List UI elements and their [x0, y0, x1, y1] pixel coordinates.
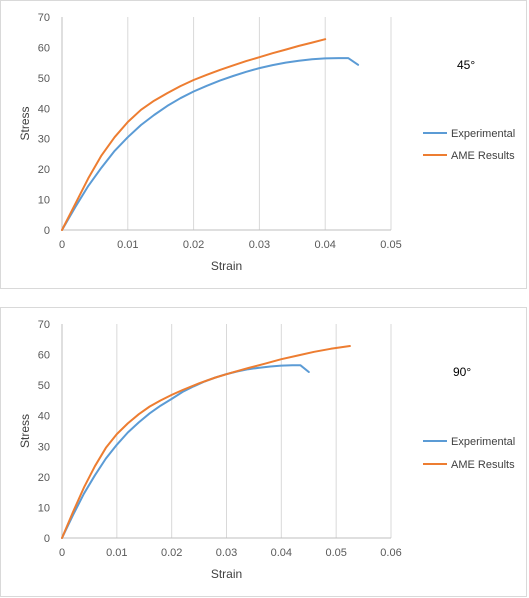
y-tick-label: 30	[38, 441, 50, 453]
x-tick-label: 0.04	[271, 547, 292, 559]
angle-annotation: 90°	[453, 365, 471, 379]
x-tick-label: 0.04	[314, 239, 335, 251]
angle-annotation: 45°	[457, 58, 475, 72]
legend-label-experimental: Experimental	[451, 128, 515, 140]
legend-label-ame: AME Results	[451, 150, 515, 162]
y-tick-label: 60	[38, 42, 50, 54]
x-tick-label: 0.03	[249, 239, 270, 251]
legend-label-experimental: Experimental	[451, 436, 515, 448]
series-line-ame	[61, 38, 327, 231]
x-tick-label: 0.06	[380, 547, 401, 559]
x-axis-title: Strain	[211, 259, 242, 273]
y-tick-label: 60	[38, 350, 50, 362]
y-tick-label: 10	[38, 195, 50, 207]
y-tick-label: 20	[38, 164, 50, 176]
y-tick-label: 50	[38, 73, 50, 85]
y-tick-label: 30	[38, 134, 50, 146]
y-axis-title: Stress	[18, 414, 32, 448]
x-tick-label: 0	[59, 239, 65, 251]
x-tick-label: 0.02	[183, 239, 204, 251]
y-tick-label: 20	[38, 472, 50, 484]
y-tick-label: 40	[38, 103, 50, 115]
x-axis-title: Strain	[211, 567, 242, 581]
y-tick-label: 0	[44, 533, 50, 545]
y-tick-label: 10	[38, 502, 50, 514]
series-line-experimental	[61, 57, 360, 231]
legend-label-ame: AME Results	[451, 459, 515, 471]
y-tick-label: 70	[38, 319, 50, 331]
y-tick-label: 50	[38, 380, 50, 392]
x-tick-label: 0.03	[216, 547, 237, 559]
y-tick-label: 0	[44, 225, 50, 237]
x-tick-label: 0.01	[117, 239, 138, 251]
chart-45-svg: 0 10 20 30 40 50 60 70 0 0.01 0.02 0.03 0.04 0.05 Stra…	[18, 12, 515, 273]
chart-panel-45: 0 10 20 30 40 50 60 70 0 0.01 0.02 0.03 0.04 0.05 Stra…	[0, 0, 527, 289]
chart-panel-90: 0 10 20 30 40 50 60 70 0 0.01 0.02 0.03 0.04 0.05 0.06…	[0, 307, 527, 597]
x-tick-label: 0.05	[325, 547, 346, 559]
series-line-ame	[61, 345, 351, 539]
x-tick-label: 0.01	[106, 547, 127, 559]
y-axis-title: Stress	[18, 106, 32, 140]
x-tick-label: 0	[59, 547, 65, 559]
y-tick-label: 40	[38, 411, 50, 423]
chart-90-svg: 0 10 20 30 40 50 60 70 0 0.01 0.02 0.03 0.04 0.05 0.06…	[18, 319, 515, 581]
y-tick-label: 70	[38, 12, 50, 24]
series-line-experimental	[61, 364, 310, 539]
x-tick-label: 0.02	[161, 547, 182, 559]
x-tick-label: 0.05	[380, 239, 401, 251]
